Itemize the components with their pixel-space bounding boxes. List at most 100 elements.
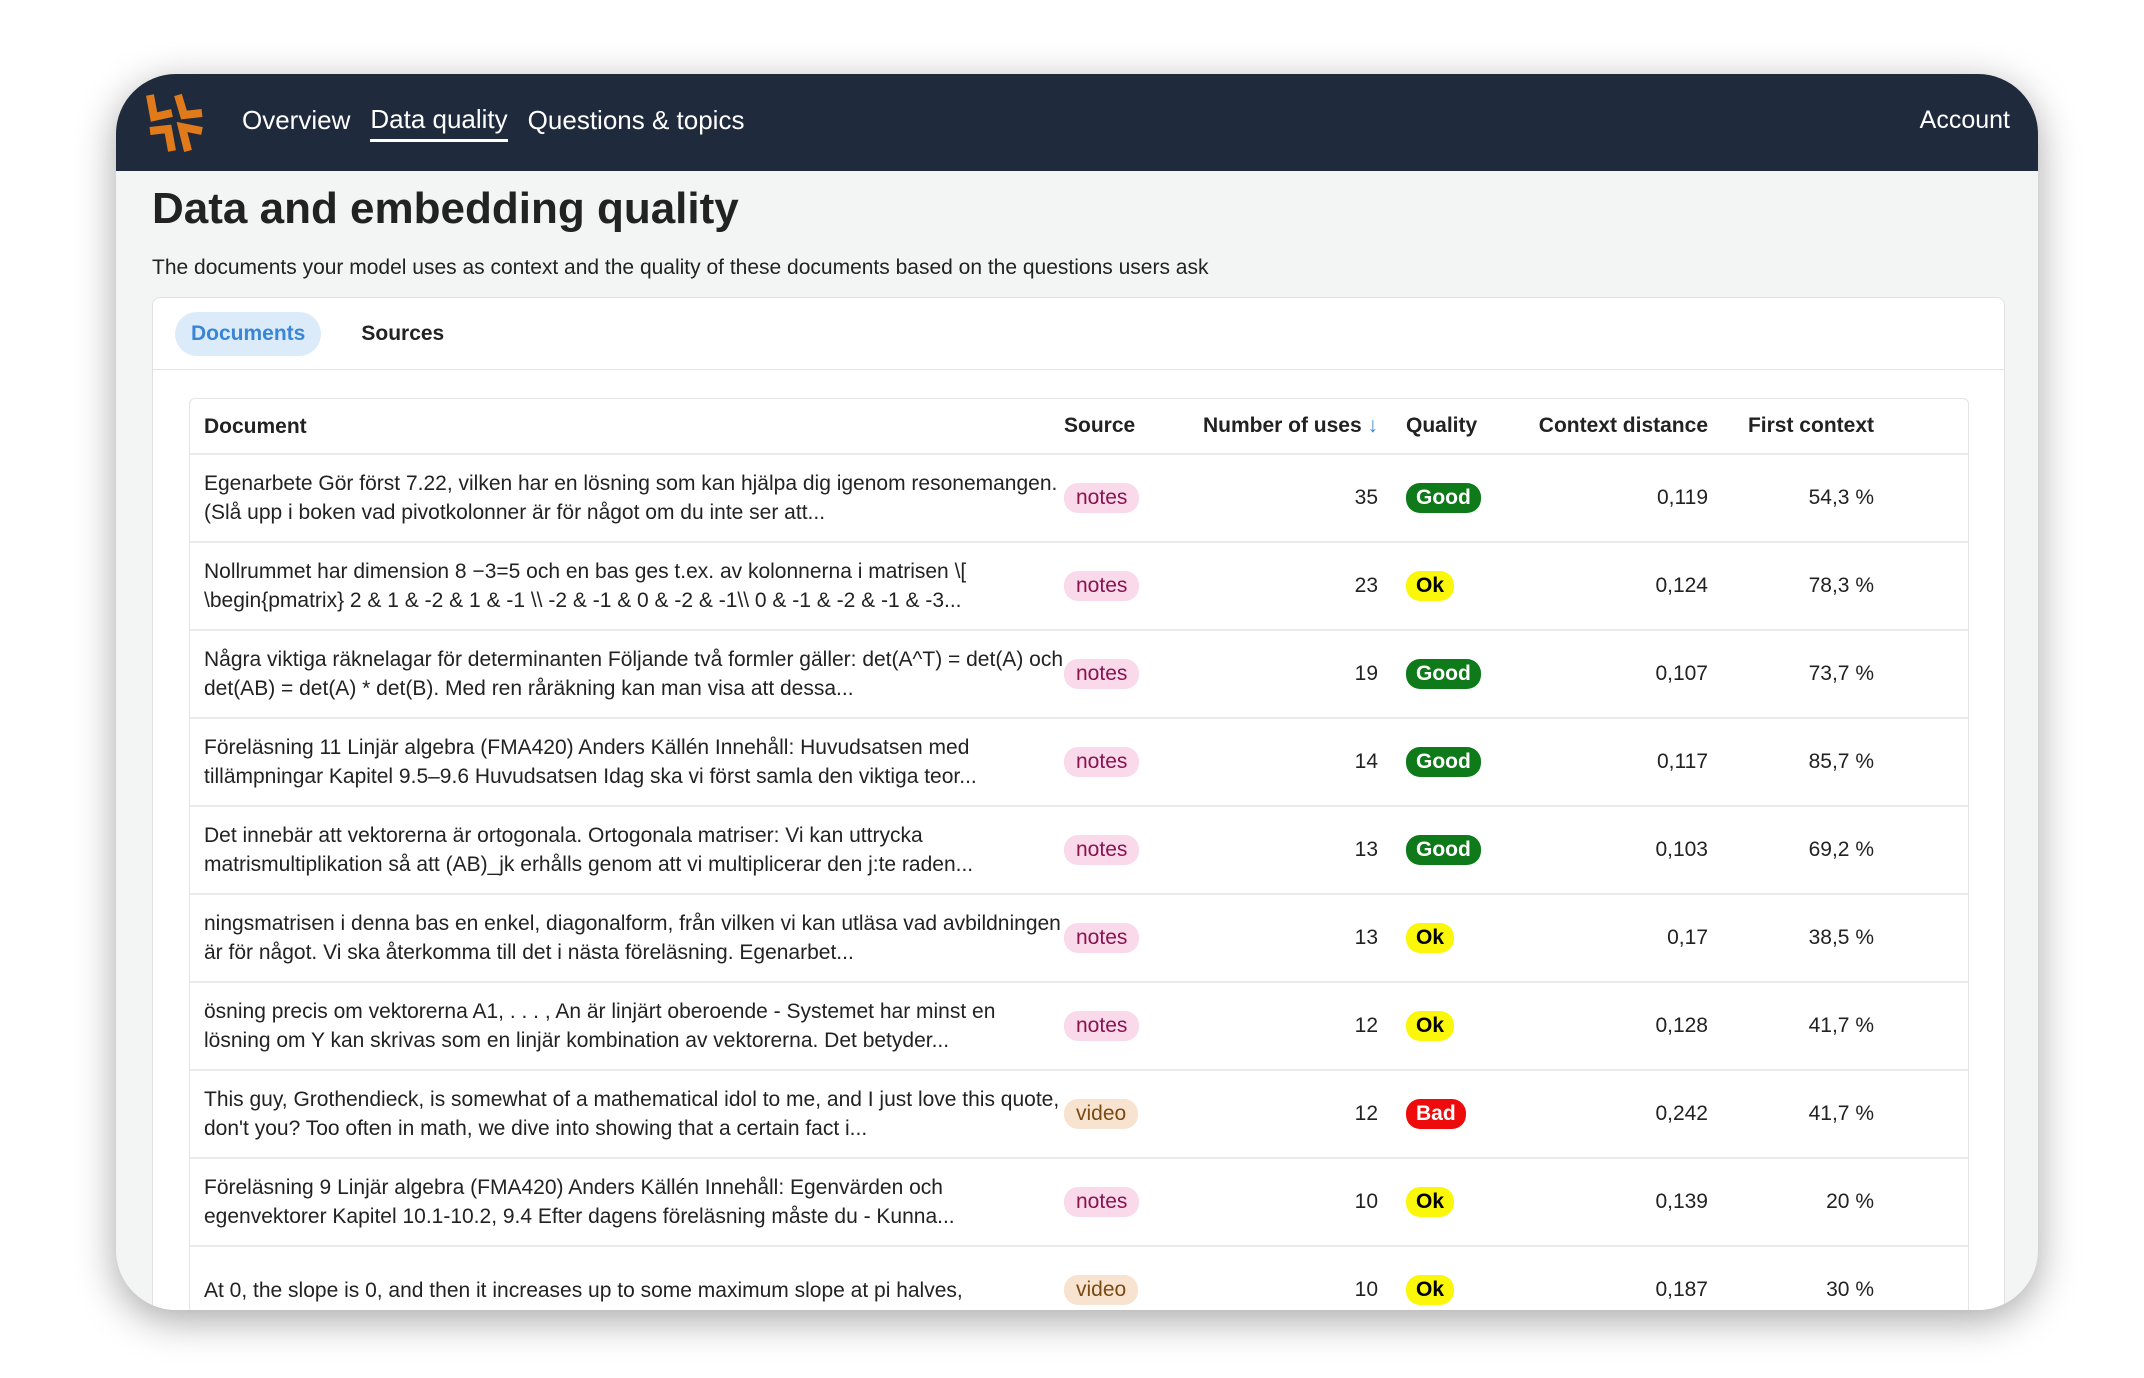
quality-badge: Bad [1406,1099,1466,1129]
cell-distance: 0,117 [1657,750,1708,773]
source-badge: notes [1064,835,1140,865]
quality-badge: Good [1406,483,1481,513]
cell-distance: 0,103 [1655,838,1708,861]
table-row[interactable]: Några viktiga räknelagar för determinant… [190,631,1968,719]
tab-bar: Documents Sources [153,298,2004,370]
cell-uses: 14 [1354,750,1378,773]
cell-document: Egenarbete Gör först 7.22, vilken har en… [190,469,1064,527]
table-row[interactable]: ösning precis om vektorerna A1, . . . , … [190,983,1968,1071]
header-document[interactable]: Document [204,414,307,438]
cell-first-context: 69,2 % [1808,838,1874,861]
cell-source: notes [1064,835,1194,865]
source-badge: notes [1064,483,1140,513]
top-nav: Overview Data quality Questions & topics… [116,74,2038,171]
cell-quality: Good [1378,835,1516,865]
cell-document: Nollrummet har dimension 8 −3=5 och en b… [190,557,1064,615]
cell-first-context: 54,3 % [1808,486,1874,509]
page-subtitle: The documents your model uses as context… [152,256,1209,279]
table-header: Document Source Number of uses ↓ Quality… [190,399,1968,455]
cell-source: notes [1064,659,1194,689]
source-badge: notes [1064,747,1140,777]
cell-first-context: 73,7 % [1808,662,1874,685]
cell-source: video [1064,1275,1194,1305]
document-text: ningsmatrisen i denna bas en enkel, diag… [204,912,1061,964]
nav-data-quality[interactable]: Data quality [370,104,508,142]
cell-uses: 10 [1354,1190,1378,1213]
cell-uses: 10 [1354,1278,1378,1301]
source-badge: notes [1064,571,1140,601]
document-text: Det innebär att vektorerna är ortogonala… [204,824,974,876]
document-text: This guy, Grothendieck, is somewhat of a… [204,1088,1060,1140]
cell-quality: Ok [1378,1011,1516,1041]
source-badge: notes [1064,1187,1140,1217]
nav-overview[interactable]: Overview [242,105,351,135]
cell-source: notes [1064,747,1194,777]
cell-first-context: 38,5 % [1808,926,1874,949]
table-row[interactable]: Föreläsning 11 Linjär algebra (FMA420) A… [190,719,1968,807]
cell-distance: 0,124 [1655,574,1708,597]
cell-source: notes [1064,483,1194,513]
cell-document: Några viktiga räknelagar för determinant… [190,645,1064,703]
cell-source: notes [1064,923,1194,953]
quality-badge: Good [1406,835,1481,865]
cell-distance: 0,139 [1655,1190,1708,1213]
cell-document: At 0, the slope is 0, and then it increa… [190,1276,1064,1305]
cell-first-context: 30 % [1826,1278,1874,1301]
tab-documents[interactable]: Documents [175,311,322,356]
table-row[interactable]: Det innebär att vektorerna är ortogonala… [190,807,1968,895]
document-text: Föreläsning 9 Linjär algebra (FMA420) An… [204,1176,955,1228]
source-badge: notes [1064,659,1140,689]
cell-document: Föreläsning 9 Linjär algebra (FMA420) An… [190,1173,1064,1231]
source-badge: video [1064,1099,1139,1129]
table-row[interactable]: Föreläsning 9 Linjär algebra (FMA420) An… [190,1159,1968,1247]
header-source[interactable]: Source [1064,414,1136,437]
quality-badge: Good [1406,659,1481,689]
document-text: Egenarbete Gör först 7.22, vilken har en… [204,472,1058,524]
quality-badge: Ok [1406,1275,1455,1305]
table-row[interactable]: Nollrummet har dimension 8 −3=5 och en b… [190,543,1968,631]
cell-first-context: 85,7 % [1808,750,1874,773]
header-distance[interactable]: Context distance [1538,414,1708,437]
cell-uses: 13 [1354,926,1378,949]
table-row[interactable]: ningsmatrisen i denna bas en enkel, diag… [190,895,1968,983]
source-badge: notes [1064,923,1140,953]
tab-sources[interactable]: Sources [361,321,445,345]
logo-icon[interactable] [144,91,208,155]
cell-quality: Ok [1378,1187,1516,1217]
cell-uses: 12 [1354,1102,1378,1125]
table-row[interactable]: Egenarbete Gör först 7.22, vilken har en… [190,455,1968,543]
page-title: Data and embedding quality [152,184,739,233]
cell-quality: Ok [1378,1275,1516,1305]
cell-distance: 0,242 [1655,1102,1708,1125]
cell-distance: 0,187 [1655,1278,1708,1301]
nav-questions-topics[interactable]: Questions & topics [527,105,745,135]
app-window: Overview Data quality Questions & topics… [116,74,2038,1310]
cell-quality: Good [1378,747,1516,777]
quality-badge: Ok [1406,571,1455,601]
cell-first-context: 41,7 % [1808,1014,1874,1037]
arrow-down-icon: ↓ [1367,414,1379,437]
cell-first-context: 78,3 % [1808,574,1874,597]
header-uses[interactable]: Number of uses ↓ [1194,414,1378,438]
cell-first-context: 41,7 % [1808,1102,1874,1125]
table-row[interactable]: This guy, Grothendieck, is somewhat of a… [190,1071,1968,1159]
quality-badge: Ok [1406,1187,1455,1217]
quality-badge: Good [1406,747,1481,777]
documents-card: Documents Sources Document Source Number… [152,297,2005,1310]
cell-quality: Ok [1378,923,1516,953]
document-text: Föreläsning 11 Linjär algebra (FMA420) A… [204,736,977,788]
header-uses-label: Number of uses [1202,414,1362,437]
cell-first-context: 20 % [1826,1190,1874,1213]
nav-account[interactable]: Account [1919,106,2010,134]
cell-document: This guy, Grothendieck, is somewhat of a… [190,1085,1064,1143]
quality-badge: Ok [1406,923,1455,953]
header-first-context[interactable]: First context [1747,414,1874,437]
cell-document: ningsmatrisen i denna bas en enkel, diag… [190,909,1064,967]
cell-quality: Ok [1378,571,1516,601]
table-row[interactable]: At 0, the slope is 0, and then it increa… [190,1247,1968,1310]
cell-uses: 35 [1354,486,1378,509]
cell-uses: 19 [1354,662,1378,685]
header-quality[interactable]: Quality [1406,414,1478,437]
documents-table: Document Source Number of uses ↓ Quality… [189,398,1969,1310]
document-text: At 0, the slope is 0, and then it increa… [204,1278,963,1302]
